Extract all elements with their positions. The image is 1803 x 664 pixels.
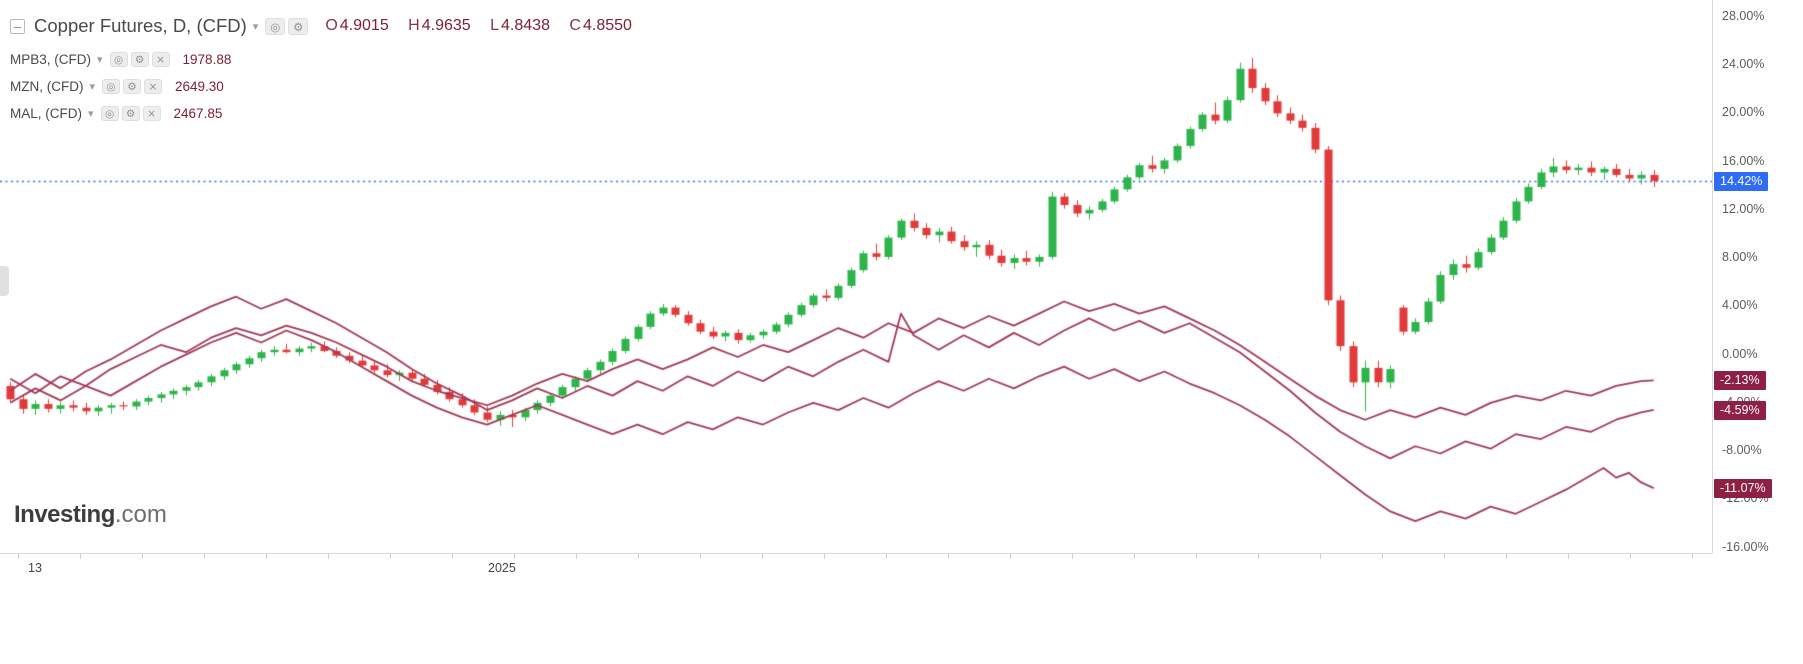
y-axis-label: 8.00%	[1722, 250, 1758, 265]
close-icon[interactable]: ×	[144, 79, 163, 94]
low-readout: L 4.8438	[490, 17, 550, 34]
chart-legend: – Copper Futures, D, (CFD) ▾ ◎ ⚙ O 4.9015…	[10, 10, 647, 127]
gear-icon[interactable]: ⚙	[121, 106, 140, 121]
overlay-name[interactable]: MPB3, (CFD)	[10, 52, 91, 67]
eye-icon[interactable]: ◎	[109, 52, 128, 67]
y-axis-label: 20.00%	[1722, 105, 1765, 120]
y-axis-label: 4.00%	[1722, 298, 1758, 313]
overlay-value: 1978.88	[182, 52, 232, 67]
eye-icon[interactable]: ◎	[100, 106, 119, 121]
y-axis-label: 12.00%	[1722, 201, 1765, 216]
overlay-value-badge: -2.13%	[1714, 371, 1766, 391]
chart-canvas[interactable]	[0, 0, 1712, 553]
investing-logo[interactable]: Investing.com	[14, 501, 167, 529]
eye-icon[interactable]: ◎	[265, 17, 286, 35]
y-axis-label: 24.00%	[1722, 57, 1765, 72]
close-readout: C 4.8550	[569, 17, 632, 34]
y-axis-label: -8.00%	[1722, 443, 1762, 458]
overlay-value: 2467.85	[173, 106, 223, 121]
chart-plot-area[interactable]: – Copper Futures, D, (CFD) ▾ ◎ ⚙ O 4.9015…	[0, 0, 1712, 553]
main-symbol-legend-row: – Copper Futures, D, (CFD) ▾ ◎ ⚙ O 4.9015…	[10, 10, 647, 42]
overlay-legend-row-mzn: MZN, (CFD) ▾ ◎ ⚙ × 2649.30	[10, 73, 647, 100]
left-toolbar-handle[interactable]	[0, 266, 9, 296]
y-axis-label: 28.00%	[1722, 8, 1765, 23]
last-price-badge: 14.42%	[1714, 171, 1769, 191]
overlay-name[interactable]: MAL, (CFD)	[10, 106, 82, 121]
gear-icon[interactable]: ⚙	[288, 17, 309, 35]
ohlc-readout: O 4.9015 H 4.9635 L 4.8438 C 4.8550	[325, 17, 647, 35]
logo-brand-text: Investing	[14, 501, 115, 528]
chevron-down-icon[interactable]: ▾	[89, 80, 96, 93]
legend-collapse-icon[interactable]: –	[10, 18, 25, 34]
close-icon[interactable]: ×	[151, 52, 170, 67]
symbol-title[interactable]: Copper Futures, D, (CFD)	[34, 15, 247, 36]
high-readout: H 4.9635	[408, 17, 471, 34]
y-axis-label: 0.00%	[1722, 346, 1758, 361]
gear-icon[interactable]: ⚙	[123, 79, 142, 94]
overlay-legend-row-mal: MAL, (CFD) ▾ ◎ ⚙ × 2467.85	[10, 100, 647, 127]
time-axis-label: 2025	[488, 561, 516, 575]
y-axis-label: -16.00%	[1722, 539, 1769, 554]
eye-icon[interactable]: ◎	[102, 79, 121, 94]
open-readout: O 4.9015	[325, 17, 389, 34]
price-axis[interactable]: 28.00% 24.00% 20.00% 16.00% 12.00% 8.00% 4.00%…	[1712, 0, 1803, 554]
chevron-down-icon[interactable]: ▾	[252, 19, 259, 33]
close-icon[interactable]: ×	[142, 106, 161, 121]
y-axis-label: 16.00%	[1722, 153, 1765, 168]
chevron-down-icon[interactable]: ▾	[88, 107, 94, 120]
logo-suffix-text: .com	[114, 501, 167, 528]
time-axis-label: 13	[28, 561, 42, 575]
overlay-value-badge: -4.59%	[1714, 400, 1766, 420]
overlay-value: 2649.30	[175, 79, 224, 94]
overlay-legend-row-mpb3: MPB3, (CFD) ▾ ◎ ⚙ × 1978.88	[10, 46, 647, 73]
chevron-down-icon[interactable]: ▾	[97, 53, 103, 66]
gear-icon[interactable]: ⚙	[130, 52, 149, 67]
overlay-value-badge: -11.07%	[1714, 479, 1772, 499]
overlay-name[interactable]: MZN, (CFD)	[10, 79, 84, 94]
time-axis[interactable]: 13 2025	[0, 553, 1712, 580]
